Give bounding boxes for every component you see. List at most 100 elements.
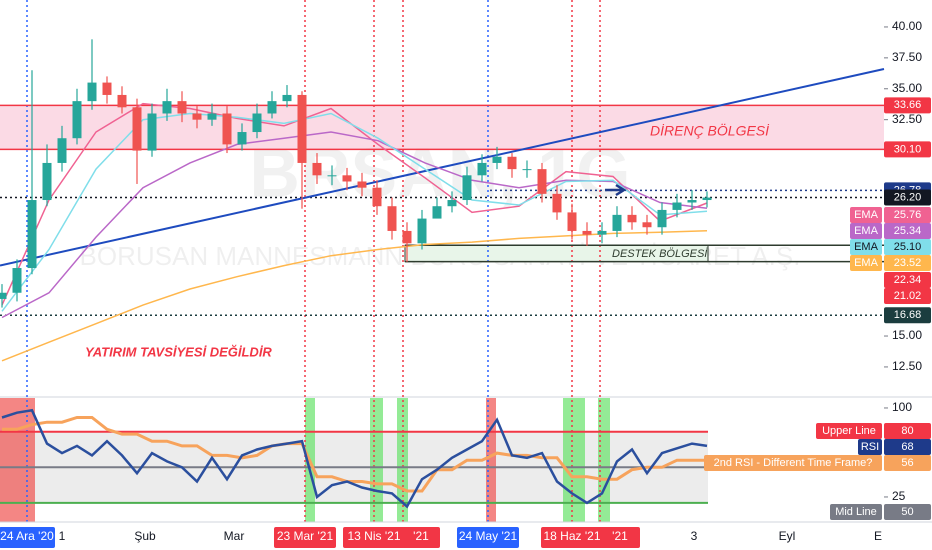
ema-tag-box <box>884 207 931 223</box>
tag-name-box <box>850 207 882 223</box>
candle-body <box>132 107 142 151</box>
y-tick-label: 32.50 <box>892 112 922 126</box>
x-tick-label: 24 Ara '20 <box>0 529 54 543</box>
tag-name: EMA <box>854 257 879 269</box>
candle-body <box>102 82 112 95</box>
tag-name-box <box>704 455 882 471</box>
candle-body <box>357 181 367 188</box>
tag-name: RSI <box>861 441 879 453</box>
candle-body <box>417 218 427 244</box>
ema-tag-box <box>884 223 931 239</box>
rsi-tag: 56 <box>901 457 913 469</box>
level-tag: 22.34 <box>894 274 922 286</box>
candle-body <box>507 156 517 170</box>
y-tick-label: 35.00 <box>892 81 922 95</box>
rsi-line <box>2 416 707 493</box>
candle-body <box>372 187 382 207</box>
x-tick-label: '21 <box>413 529 429 543</box>
candle-body <box>12 268 22 293</box>
level-tag-box <box>884 307 931 324</box>
x-tick-label: 1 <box>59 529 66 543</box>
candle-body <box>477 162 487 176</box>
candle-body <box>387 206 397 231</box>
level-tag-box <box>884 97 931 114</box>
disclaimer: YATIRIM TAVSİYESİ DEĞİLDİR <box>85 344 272 359</box>
candle-body <box>492 156 502 163</box>
candle-body <box>327 175 337 177</box>
x-label-box <box>457 527 519 548</box>
x-label-box <box>0 527 55 548</box>
candle-body <box>687 200 697 203</box>
candle-body <box>342 175 352 182</box>
candle-body <box>57 138 67 163</box>
x-tick-label: Mar <box>224 529 245 543</box>
candle-body <box>702 197 712 201</box>
candle-body <box>27 200 37 269</box>
candle-body <box>552 193 562 213</box>
candle-body <box>297 94 307 163</box>
candle-body <box>282 94 292 102</box>
x-tick-label: Şub <box>134 529 156 543</box>
candle-body <box>72 101 82 139</box>
candle-body <box>87 82 97 102</box>
candle-body <box>117 94 127 108</box>
candle-body <box>597 230 607 235</box>
x-label-box <box>274 527 336 548</box>
x-label-box <box>343 527 405 548</box>
level-tag: 21.02 <box>894 290 922 302</box>
candle-body <box>672 202 682 210</box>
rsi-tag-box <box>884 439 931 455</box>
rsi-level-tag-box <box>884 504 931 520</box>
candle-body <box>612 214 622 231</box>
tag-name: EMA <box>854 209 879 221</box>
candle-body <box>432 206 442 219</box>
x-tick-label: 24 May '21 <box>459 529 518 543</box>
resistance-zone <box>0 105 884 150</box>
candle-body <box>252 113 262 133</box>
trend-line <box>0 68 885 267</box>
y-tick-label: 15.00 <box>892 328 922 342</box>
candle-body <box>582 230 592 235</box>
y-tick-label: 40.00 <box>892 19 922 33</box>
y-tick-label: 37.50 <box>892 50 922 64</box>
rsi-level-tag: 80 <box>901 425 913 437</box>
candle-body <box>147 113 157 151</box>
candle-body <box>462 175 472 201</box>
candle-body <box>567 212 577 231</box>
rsi-tag: 68 <box>901 441 913 453</box>
rsi-tag-box <box>884 455 931 471</box>
tag-name: 2nd RSI - Different Time Frame? <box>714 457 873 469</box>
tag-name-box <box>816 423 882 439</box>
arrow <box>605 183 627 197</box>
x-tick-label: Eyl <box>779 529 796 543</box>
rsi-line <box>1 408 708 509</box>
ema-tag: 25.76 <box>894 209 922 221</box>
level-tag: 16.68 <box>894 309 922 321</box>
rsi-level-tag-box <box>884 423 931 439</box>
tag-name-box <box>830 504 882 520</box>
ema-tag: 23.52 <box>894 257 922 269</box>
ema-tag-box <box>884 239 931 255</box>
rsi-tick-label: 100 <box>892 400 912 414</box>
candle-body <box>177 101 187 114</box>
candle-body <box>447 200 457 207</box>
x-tick-label: 23 Mar '21 <box>277 529 334 543</box>
signal-band <box>598 398 610 522</box>
tag-name: EMA <box>854 225 879 237</box>
level-tag: 30.10 <box>894 143 922 155</box>
y-tick-label: 12.50 <box>892 359 922 373</box>
support-label: DESTEK BÖLGESİ <box>612 248 708 260</box>
candle-body <box>312 162 322 176</box>
candle-body <box>522 169 532 171</box>
x-label-box <box>541 527 603 548</box>
candle-body <box>162 101 172 114</box>
candle-body <box>402 230 412 244</box>
tag-name-box <box>850 255 882 271</box>
tag-name-box <box>850 239 882 255</box>
candle-body <box>642 222 652 228</box>
x-tick-label: 13 Nis '21 <box>348 529 401 543</box>
tag-name: Mid Line <box>835 506 877 518</box>
candle-body <box>42 162 52 201</box>
